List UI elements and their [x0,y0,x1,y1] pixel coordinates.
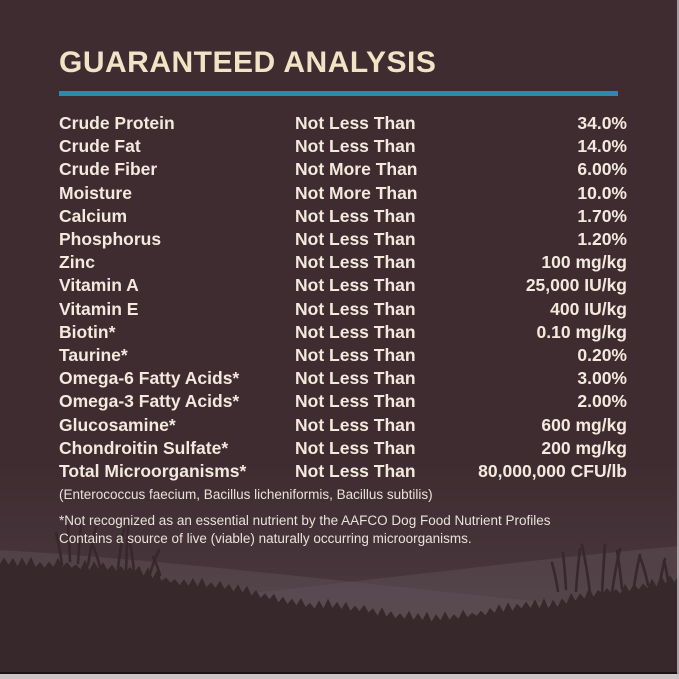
nutrient-name: Vitamin A [59,275,139,296]
nutrient-value: 3.00% [577,368,627,389]
grass-blade [638,555,650,587]
qualifier: Not Less Than [295,229,416,250]
guaranteed-analysis-table: Crude Protein Not Less Than 34.0% Crude Fat… [59,112,627,483]
photo-right-edge [677,0,679,679]
grass-blade [610,547,622,595]
nutrient-value: 14.0% [577,136,627,157]
table-row: Taurine* Not Less Than 0.20% [59,344,627,367]
grass-blade [662,559,670,583]
grass-blade [124,525,130,573]
nutrient-name: Glucosamine* [59,414,176,435]
qualifier: Not Less Than [295,252,416,273]
nutrient-name: Chondroitin Sulfate* [59,437,229,458]
nutrient-name: Crude Protein [59,113,175,133]
table-row: Moisture Not More Than 10.0% [59,182,627,205]
table-row: Omega-3 Fatty Acids* Not Less Than 2.00% [59,390,627,413]
nutrient-value: 34.0% [577,113,627,133]
qualifier: Not More Than [295,159,418,180]
qualifier: Not More Than [295,182,418,203]
table-row: Omega-6 Fatty Acids* Not Less Than 3.00% [59,367,627,390]
table-row: Total Microorganisms* Not Less Than 80,000… [59,460,627,483]
nutrient-name: Taurine* [59,345,128,366]
nutrient-value: 400 IU/kg [550,298,627,319]
footnotes: *Not recognized as an essential nutrient… [59,512,627,547]
nutrient-name: Vitamin E [59,298,139,319]
grass-mound [0,556,679,679]
nutrient-value: 80,000,000 CFU/lb [478,461,627,482]
grass-blade [561,551,568,591]
qualifier: Not Less Than [295,321,416,342]
nutrient-value: 0.20% [577,345,627,366]
table-row: Glucosamine* Not Less Than 600 mg/kg [59,414,627,437]
hills-grass-illustration [0,523,679,679]
table-row: Vitamin E Not Less Than 400 IU/kg [59,298,627,321]
grass-blade [127,535,136,573]
grass-blade [615,549,624,591]
nutrient-name: Total Microorganisms* [59,461,247,482]
nutrient-name: Calcium [59,205,128,226]
qualifier: Not Less Than [295,345,416,366]
table-row: Chondroitin Sulfate* Not Less Than 200 mg/… [59,437,627,460]
qualifier: Not Less Than [295,437,416,458]
nutrient-name: Zinc [59,252,95,273]
table-row: Phosphorus Not Less Than 1.20% [59,228,627,251]
qualifier: Not Less Than [295,368,416,389]
nutrient-value: 200 mg/kg [541,437,627,458]
nutrient-name: Omega-6 Fatty Acids* [59,368,240,389]
grass-blade [88,537,102,569]
page-title: GUARANTEED ANALYSIS [59,46,437,79]
nutrient-value: 600 mg/kg [541,414,627,435]
grass-blade [116,527,126,571]
table-row: Crude Protein Not Less Than 34.0% [59,112,627,135]
accent-divider [59,91,618,96]
grass-blade [580,543,592,595]
table-row: Biotin* Not Less Than 0.10 mg/kg [59,321,627,344]
nutrient-value: 10.0% [577,182,627,203]
nutrient-value: 100 mg/kg [541,252,627,273]
nutrient-name: Crude Fiber [59,159,158,180]
nutrient-name: Biotin* [59,321,116,342]
microorganism-species-note: (Enterococcus faecium, Bacillus lichenif… [59,487,433,503]
photo-bottom-edge [0,674,679,679]
nutrient-name: Phosphorus [59,229,162,250]
nutrient-value: 1.70% [577,205,627,226]
qualifier: Not Less Than [295,113,416,133]
nutrient-value: 6.00% [577,159,627,180]
grass-blade [151,555,162,577]
grass-blade [76,523,83,565]
table-row: Zinc Not Less Than 100 mg/kg [59,251,627,274]
footnote-aafco: *Not recognized as an essential nutrient… [59,513,551,529]
qualifier: Not Less Than [295,275,416,296]
grass-silhouette [0,523,679,679]
label-content: GUARANTEED ANALYSIS Crude Protein Not Les… [0,47,679,547]
nutrient-value: 25,000 IU/kg [525,275,627,296]
grass-blade [54,531,64,567]
table-row: Crude Fiber Not More Than 6.00% [59,158,627,181]
qualifier: Not Less Than [295,461,416,482]
nutrient-name: Crude Fat [59,136,141,157]
qualifier: Not Less Than [295,298,416,319]
nutrient-name: Omega-3 Fatty Acids* [59,391,240,412]
nutrient-value: 2.00% [577,391,627,412]
qualifier: Not Less Than [295,136,416,157]
footnote-live-microorganisms: Contains a source of live (viable) natur… [59,530,472,546]
grass-blade [600,543,607,597]
label-bottom-shadow-line [0,672,679,674]
nutrient-value: 0.10 mg/kg [536,321,627,342]
grass-blade [66,523,72,563]
grass-blade [574,547,582,593]
table-row: Calcium Not Less Than 1.70% [59,205,627,228]
nutrient-value: 1.20% [577,229,627,250]
nutrient-name: Moisture [59,182,132,203]
grass-blade [550,561,560,593]
qualifier: Not Less Than [295,391,416,412]
table-row: Crude Fat Not Less Than 14.0% [59,135,627,158]
table-row: Vitamin A Not Less Than 25,000 IU/kg [59,274,627,297]
qualifier: Not Less Than [295,205,416,226]
qualifier: Not Less Than [295,414,416,435]
